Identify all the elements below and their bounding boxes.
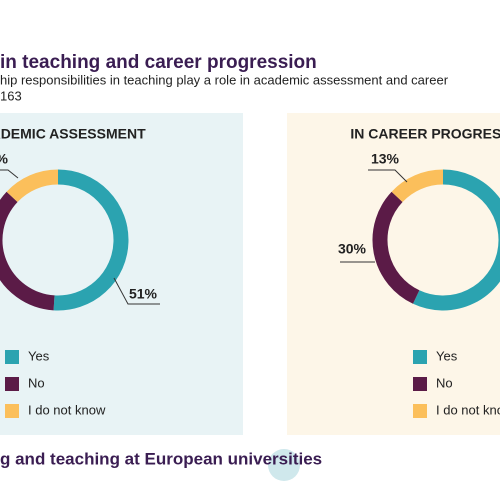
chart-title: IN CAREER PROGRESSION bbox=[350, 126, 500, 142]
legend-swatch bbox=[413, 377, 427, 391]
decor-circle bbox=[268, 449, 300, 481]
legend-swatch bbox=[5, 350, 19, 364]
charts: ACADEMIC ASSESSMENT 51% Yes No 13% I do not k… bbox=[0, 126, 500, 418]
subtitle: hip responsibilities in teaching play a … bbox=[0, 72, 449, 87]
panel bbox=[0, 113, 243, 435]
donut-segment bbox=[53, 169, 129, 311]
donut-segment bbox=[391, 169, 444, 203]
legend-label: I do not know bbox=[436, 402, 500, 417]
footer-title: g and teaching at European universities bbox=[0, 449, 322, 468]
note: 163 bbox=[0, 88, 22, 103]
value-label: 51% bbox=[129, 286, 158, 302]
page-title: in teaching and career progression bbox=[0, 52, 317, 73]
donut-segment bbox=[372, 191, 420, 304]
leader-line bbox=[113, 277, 160, 305]
donut-segment bbox=[412, 169, 500, 311]
legend-label: I do not know bbox=[28, 402, 106, 417]
legend-label: No bbox=[28, 375, 45, 390]
legend-swatch bbox=[413, 404, 427, 418]
legend-label: No bbox=[436, 375, 453, 390]
leader-line bbox=[368, 169, 408, 183]
legend-swatch bbox=[5, 377, 19, 391]
value-label: 30% bbox=[338, 241, 367, 257]
value-label: 13% bbox=[371, 151, 400, 167]
legend-swatch bbox=[5, 404, 19, 418]
donut-segment bbox=[0, 191, 55, 311]
donut-segment bbox=[6, 169, 59, 203]
leader-line bbox=[0, 169, 19, 179]
legend-label: Yes bbox=[436, 348, 458, 363]
chart-title: ACADEMIC ASSESSMENT bbox=[0, 126, 146, 142]
value-label: 13% bbox=[0, 151, 9, 167]
legend-label: Yes bbox=[28, 348, 50, 363]
legend-swatch bbox=[413, 350, 427, 364]
